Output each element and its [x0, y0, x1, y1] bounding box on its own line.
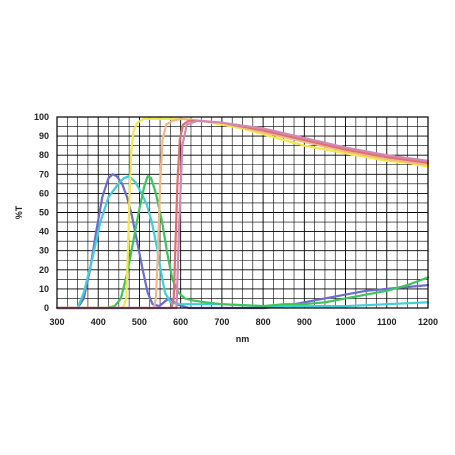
y-tick-label: 30 [39, 246, 49, 256]
series-line-6 [55, 119, 430, 310]
plot-frame [56, 116, 429, 309]
y-tick-label: 100 [34, 112, 49, 122]
x-tick-label: 500 [132, 317, 147, 327]
y-tick-label: 20 [39, 265, 49, 275]
series-line-5 [55, 117, 430, 310]
x-tick-label: 300 [49, 317, 64, 327]
series-line-3 [55, 175, 430, 310]
x-tick-label: 1200 [418, 317, 438, 327]
x-tick-label: 1100 [377, 317, 397, 327]
plot-border [56, 116, 429, 309]
x-tick-label: 400 [91, 317, 106, 327]
x-axis-label: nm [236, 334, 250, 344]
series-line-1 [55, 173, 430, 310]
x-tick-label: 900 [297, 317, 312, 327]
y-axis-label: %T [14, 205, 24, 219]
y-tick-labels: 0 10 20 30 40 50 60 70 80 90 100 [34, 112, 49, 313]
y-tick-label: 50 [39, 208, 49, 218]
y-tick-label: 90 [39, 131, 49, 141]
y-tick-label: 10 [39, 284, 49, 294]
x-tick-labels: 300 400 500 600 700 800 900 1000 1100 1200 [49, 317, 438, 327]
grid [56, 116, 429, 309]
y-tick-label: 0 [44, 303, 49, 313]
y-tick-label: 60 [39, 188, 49, 198]
series-line-7 [55, 119, 430, 310]
y-tick-label: 40 [39, 227, 49, 237]
x-tick-label: 800 [256, 317, 271, 327]
x-tick-label: 600 [173, 317, 188, 327]
y-tick-label: 70 [39, 169, 49, 179]
x-tick-label: 700 [214, 317, 229, 327]
series-lines [55, 117, 430, 310]
y-tick-label: 80 [39, 150, 49, 160]
x-tick-label: 1000 [336, 317, 356, 327]
